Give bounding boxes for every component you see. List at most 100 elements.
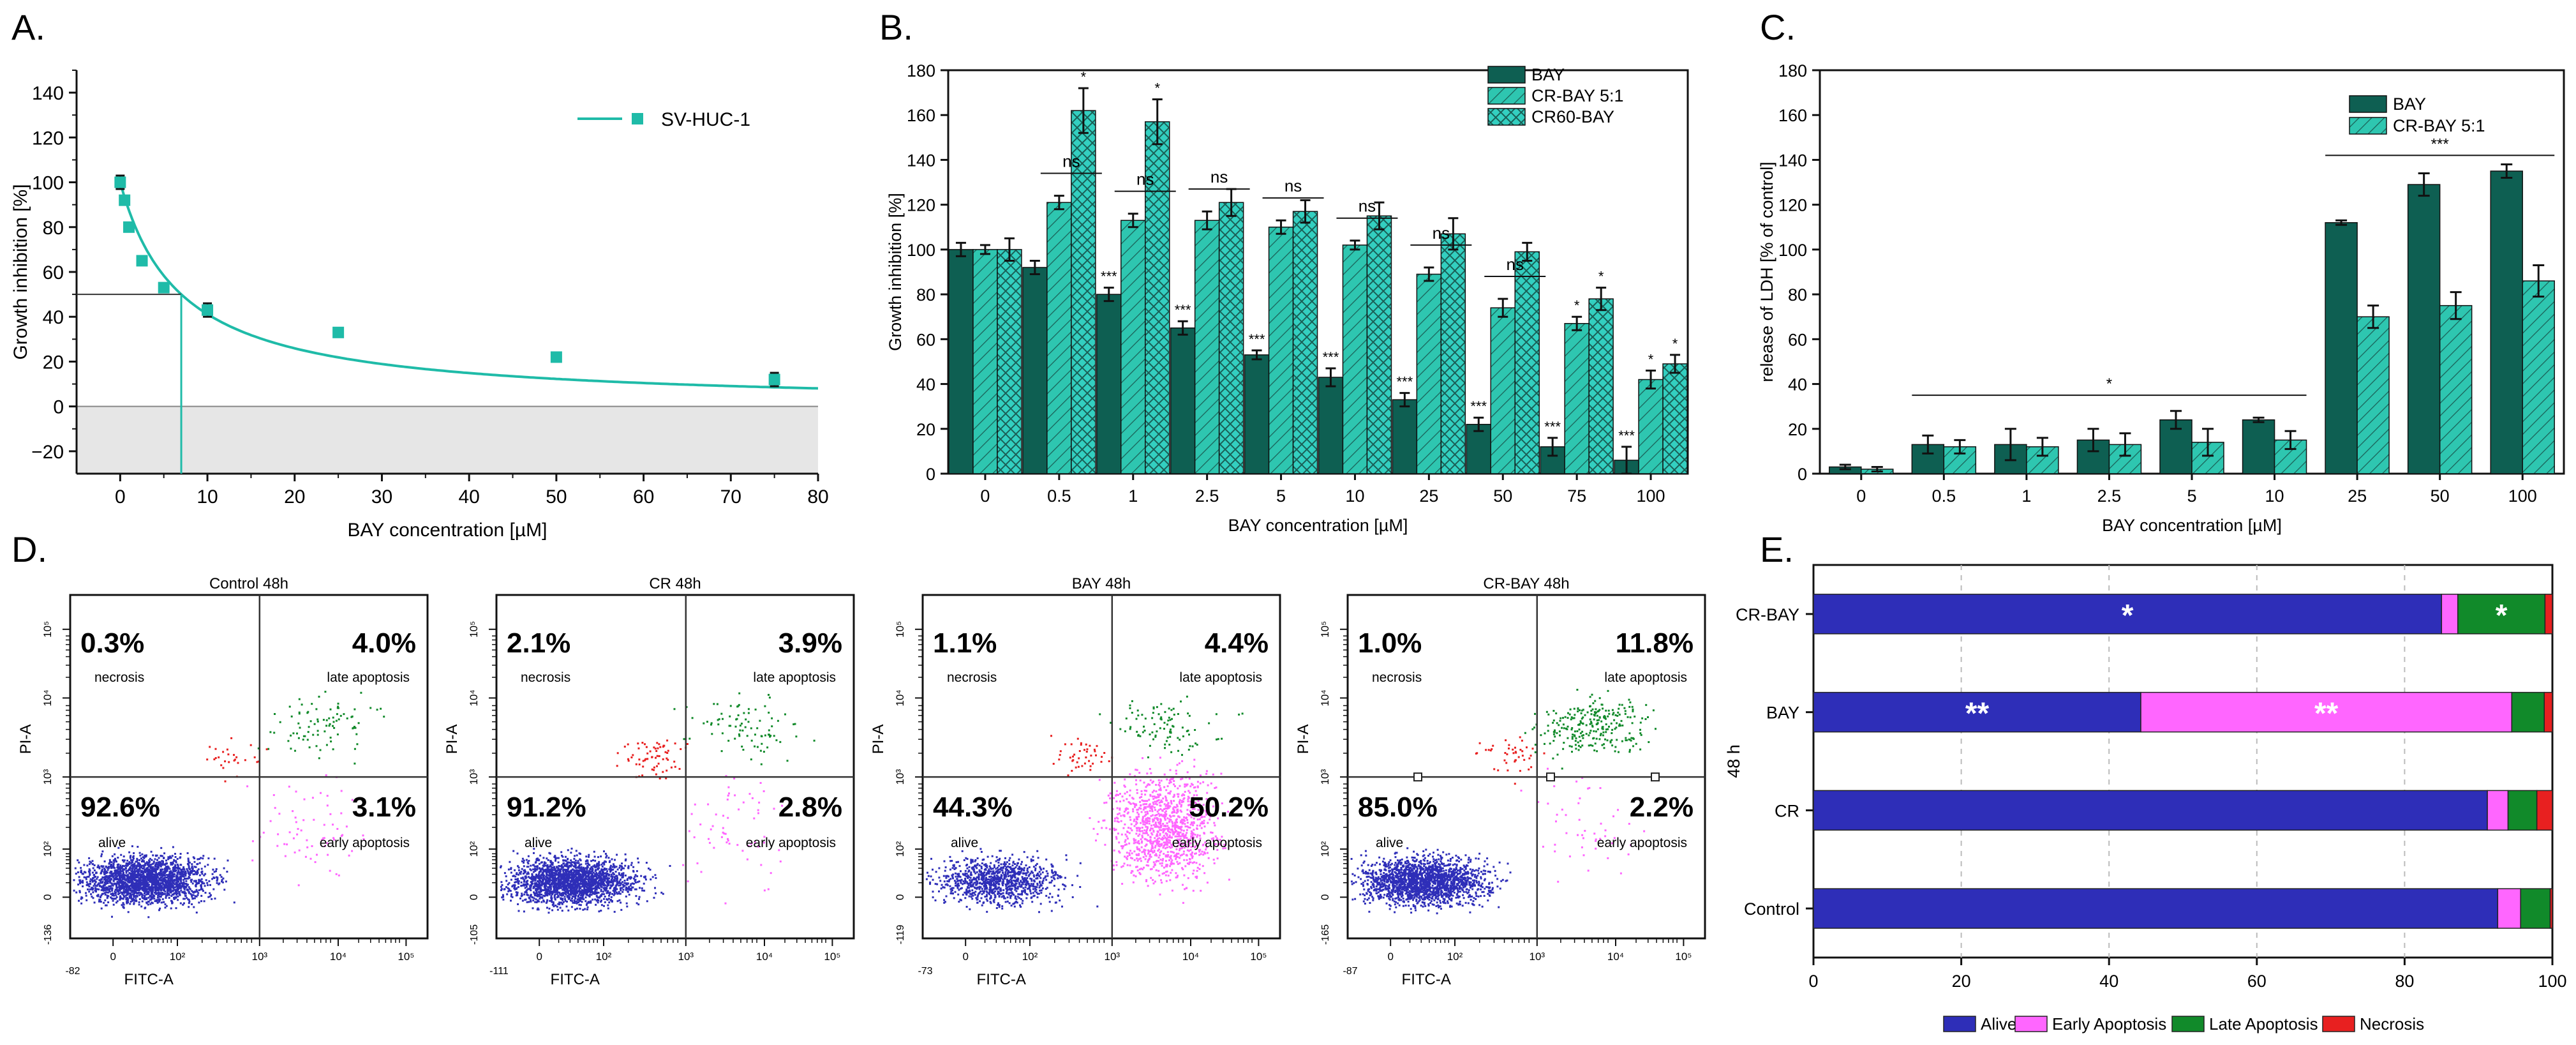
y-tick-label: 10⁵ <box>1319 621 1331 638</box>
x-tick-label: 60 <box>2247 972 2267 991</box>
panel-label-e: E. <box>1760 529 1794 569</box>
necrosis-percent: 0.3% <box>80 628 144 659</box>
x-tick-label: 25 <box>1419 486 1438 506</box>
x-tick-label: 10³ <box>1530 951 1545 963</box>
x-tick-label: 70 <box>720 486 741 507</box>
y-tick-label: 10³ <box>41 769 54 785</box>
x-axis-label: FITC-A <box>1402 971 1451 988</box>
y-tick-label: 10³ <box>468 769 480 785</box>
bar-segment-early-apoptosis <box>2441 594 2459 635</box>
bar-segment-necrosis <box>2544 594 2553 635</box>
y-tick-label: 0 <box>1798 465 1807 484</box>
x-tick-label: 10³ <box>678 951 694 963</box>
significance-mark: *** <box>1470 398 1487 414</box>
alive-percent: 44.3% <box>933 792 1013 823</box>
y-tick-label: 10³ <box>894 769 906 785</box>
y-tick-label: 20 <box>43 352 64 373</box>
x-tick-label: 1 <box>2021 486 2031 506</box>
y-tick-label: 100 <box>1778 241 1807 260</box>
x-tick-label: 10 <box>1345 486 1364 506</box>
x-tick-label: 50 <box>1493 486 1512 506</box>
y-tick-label: 160 <box>907 106 935 125</box>
x-tick-label: 10⁵ <box>1675 951 1692 963</box>
early-apoptosis-label: early apoptosis <box>320 836 410 850</box>
y-tick-label: 40 <box>916 375 935 395</box>
alive-label: alive <box>951 836 978 850</box>
gate-handle <box>1546 772 1555 782</box>
significance-mark: * <box>2496 599 2508 633</box>
plot-title: BAY 48h <box>1072 575 1131 592</box>
dot-cluster-118A2A <box>673 692 815 765</box>
y-axis-label: PI-A <box>443 725 461 755</box>
plot-frame <box>495 594 855 940</box>
y-axis-label: 48 h <box>1724 744 1743 778</box>
bar-cr60-bay <box>1145 121 1170 474</box>
bar-segment-necrosis <box>2549 888 2553 929</box>
chart-a-growth-inhibition-curve: −20 0 20 40 60 80 100 120 140 0 10 20 30 40 50 60 70 80 BA… <box>10 70 829 541</box>
y-tick-label: 40 <box>43 307 64 328</box>
late-apoptosis-label: late apoptosis <box>327 670 410 685</box>
x-tick-label: 10² <box>1447 951 1463 963</box>
necrosis-percent: 2.1% <box>507 628 570 659</box>
y-tick-label: 0 <box>468 894 480 900</box>
x-tick-label: 2.5 <box>2097 486 2122 506</box>
x-tick-label: 10² <box>1022 951 1038 963</box>
category-label: CR <box>1775 801 1799 820</box>
comparison-label: ns <box>1359 197 1376 216</box>
necrosis-label: necrosis <box>521 670 570 685</box>
bar-segment-early-apoptosis <box>2140 691 2513 733</box>
y-axis-label: PI-A <box>17 725 34 755</box>
flow-plot-cr-48h: CR 48h 2.1% necrosis 3.9% late apoptosis 91.2… <box>443 575 855 988</box>
x-tick-label: 0.5 <box>1047 486 1071 506</box>
dot-cluster-FF66FF <box>1089 756 1230 904</box>
flow-plot-cr-bay-48h: CR-BAY 48h 1.0% necrosis 11.8% late apoptosi… <box>1295 575 1706 988</box>
bar-bay <box>2242 419 2275 474</box>
early-apoptosis-percent: 2.2% <box>1630 792 1694 823</box>
x-tick-label: 10² <box>170 951 186 963</box>
significance-mark: * <box>2122 599 2134 633</box>
y-min-label: -165 <box>1320 924 1331 945</box>
y-tick-label: 0 <box>1319 894 1331 900</box>
y-tick-label: 10² <box>1319 841 1331 857</box>
bar-cr60-bay <box>1218 202 1244 474</box>
y-axis-label: PI-A <box>1295 725 1312 755</box>
x-tick-label: 0 <box>1808 972 1818 991</box>
bar-segment-late-apoptosis <box>2457 594 2546 635</box>
early-apoptosis-label: early apoptosis <box>1597 836 1687 850</box>
bar-cr-bay-5-1 <box>1120 220 1146 474</box>
x-tick-label: 60 <box>633 486 654 507</box>
legend-swatch <box>2171 1016 2205 1032</box>
bar-cr-bay-5-1 <box>972 249 998 474</box>
legend-swatch <box>1487 66 1526 84</box>
y-tick-label: 80 <box>43 218 64 239</box>
x-tick-label: 80 <box>2395 972 2414 991</box>
plot-frame <box>947 69 1689 475</box>
x-tick-label: 1 <box>1128 486 1138 506</box>
plot-title: CR-BAY 48h <box>1483 575 1569 592</box>
bar-cr-bay-5-1 <box>2356 316 2390 474</box>
late-apoptosis-label: late apoptosis <box>1604 670 1687 685</box>
x-tick-label: 40 <box>458 486 479 507</box>
comparison-label: ns <box>1433 223 1450 243</box>
significance-mark: * <box>1574 297 1580 313</box>
y-tick-label: 20 <box>916 420 935 439</box>
bar-cr60-bay <box>1071 110 1096 474</box>
plot-frame <box>1812 564 2554 959</box>
dot-cluster-118A2A <box>257 691 385 765</box>
x-tick-label: 10⁵ <box>398 951 414 963</box>
bar-cr60-bay <box>1662 363 1688 474</box>
legend-label: Late Apoptosis <box>2209 1014 2318 1034</box>
legend-swatch <box>2349 95 2387 113</box>
x-tick-label: 0 <box>980 486 990 506</box>
x-tick-label: 10⁴ <box>1607 951 1624 963</box>
panel-label-c: C. <box>1760 7 1796 47</box>
y-tick-label: 0 <box>53 397 64 418</box>
bar-segment-alive <box>1813 790 2488 831</box>
x-tick-label: 0 <box>536 951 542 963</box>
x-tick-label: 100 <box>2508 486 2537 506</box>
y-tick-label: 10⁴ <box>468 689 480 706</box>
early-apoptosis-percent: 3.1% <box>352 792 416 823</box>
bar-segment-early-apoptosis <box>2497 888 2521 929</box>
x-min-label: -82 <box>65 966 80 977</box>
